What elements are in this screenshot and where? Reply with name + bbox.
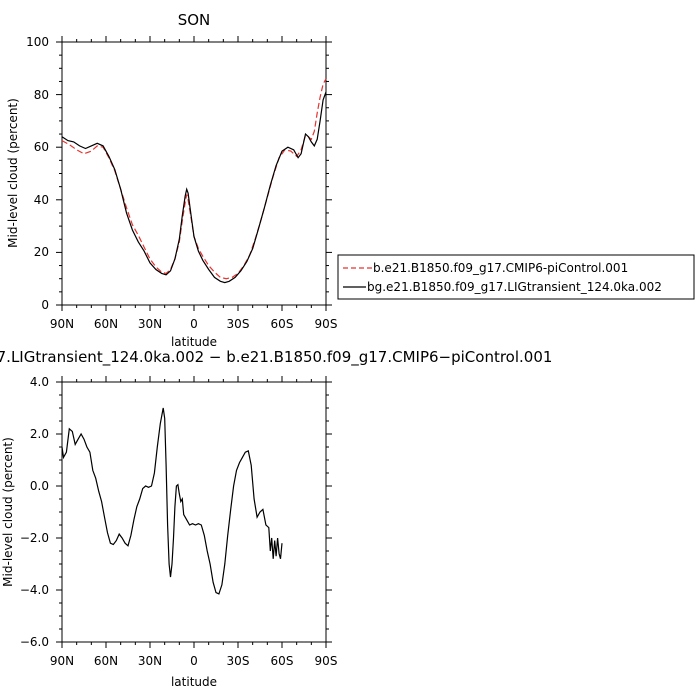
chart-bottom-x-tick-5: 60S bbox=[271, 654, 294, 668]
chart-bottom-y-tick-1: −4.0 bbox=[20, 583, 49, 597]
chart-top-y-tick-5: 100 bbox=[26, 35, 49, 49]
chart-bottom: bg.e21.B1850.f09_g17.LIGtransient_124.0k… bbox=[0, 348, 552, 689]
chart-top-x-tick-3: 0 bbox=[190, 317, 198, 331]
legend-label-LIGtransient: bg.e21.B1850.f09_g17.LIGtransient_124.0k… bbox=[367, 280, 662, 294]
series-line-difference bbox=[61, 407, 283, 595]
chart-bottom-x-tick-3: 0 bbox=[190, 654, 198, 668]
legend: b.e21.B1850.f09_g17.CMIP6-piControl.001 … bbox=[337, 254, 695, 300]
chart-top-frame bbox=[61, 41, 327, 306]
legend-box bbox=[337, 254, 695, 300]
chart-bottom-ylabel: Mid-level cloud (percent) bbox=[1, 437, 15, 587]
chart-bottom-y-tick-2: −2.0 bbox=[20, 531, 49, 545]
chart-top-x-tick-0: 90N bbox=[50, 317, 74, 331]
chart-top-y-tick-3: 60 bbox=[34, 140, 49, 154]
chart-top-x-tick-6: 90S bbox=[315, 317, 338, 331]
chart-top: SON 90N 60N 30N 0 30S 60S 90S 0 20 40 60… bbox=[6, 11, 337, 349]
chart-top-x-tick-1: 60N bbox=[94, 317, 118, 331]
chart-bottom-x-tick-2: 30N bbox=[138, 654, 162, 668]
chart-bottom-frame bbox=[61, 381, 327, 643]
chart-bottom-x-tick-0: 90N bbox=[50, 654, 74, 668]
chart-bottom-x-tick-1: 60N bbox=[94, 654, 118, 668]
chart-top-x-tick-2: 30N bbox=[138, 317, 162, 331]
chart-bottom-y-tick-3: 0.0 bbox=[30, 479, 49, 493]
chart-top-ticks bbox=[56, 36, 332, 311]
chart-bottom-title: bg.e21.B1850.f09_g17.LIGtransient_124.0k… bbox=[0, 348, 552, 367]
chart-top-x-tick-5: 60S bbox=[271, 317, 294, 331]
chart-bottom-y-tick-4: 2.0 bbox=[30, 427, 49, 441]
chart-bottom-ticks bbox=[56, 376, 332, 648]
chart-bottom-y-tick-5: 4.0 bbox=[30, 375, 49, 389]
chart-top-y-tick-0: 0 bbox=[41, 298, 49, 312]
chart-top-ylabel: Mid-level cloud (percent) bbox=[6, 98, 20, 248]
legend-label-piControl: b.e21.B1850.f09_g17.CMIP6-piControl.001 bbox=[373, 261, 628, 275]
chart-top-y-tick-2: 40 bbox=[34, 193, 49, 207]
chart-top-xlabel: latitude bbox=[171, 335, 217, 349]
chart-bottom-xlabel: latitude bbox=[171, 675, 217, 689]
chart-top-title: SON bbox=[178, 11, 211, 29]
chart-bottom-x-tick-6: 90S bbox=[315, 654, 338, 668]
chart-top-y-tick-1: 20 bbox=[34, 245, 49, 259]
chart-top-y-tick-4: 80 bbox=[34, 88, 49, 102]
chart-bottom-x-tick-4: 30S bbox=[227, 654, 250, 668]
series-line-LIGtransient bbox=[61, 91, 327, 284]
chart-bottom-y-tick-0: −6.0 bbox=[20, 635, 49, 649]
chart-top-x-tick-4: 30S bbox=[227, 317, 250, 331]
series-line-piControl bbox=[61, 78, 327, 280]
